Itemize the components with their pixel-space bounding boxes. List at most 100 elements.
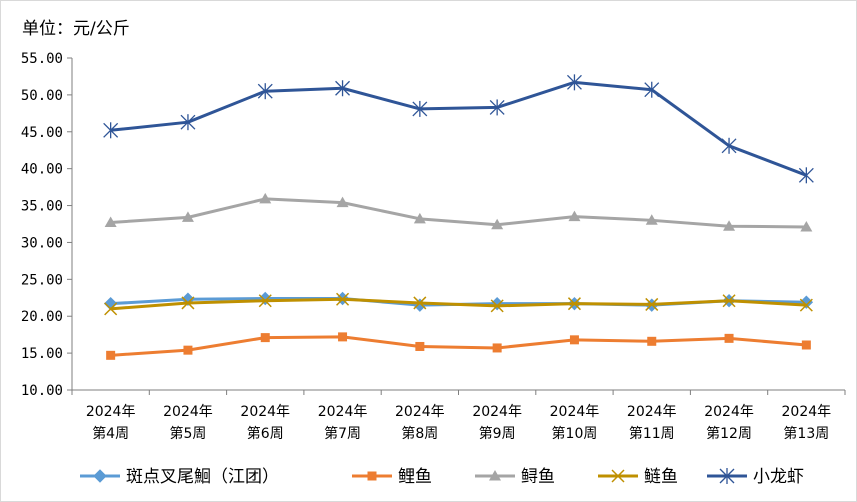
data-point [183,345,193,355]
data-point [490,299,504,313]
x-tick-label: 第10周 [552,425,598,442]
y-tick-label: 50.00 [21,88,63,104]
data-point [611,469,625,483]
legend-item: 小龙虾 [707,467,804,487]
y-tick-label: 40.00 [21,162,63,178]
data-point [260,333,270,343]
data-point-stroke [799,298,813,312]
x-tick-label: 第6周 [247,425,284,442]
data-point [724,333,734,343]
data-point-stroke [611,469,625,483]
data-point [338,332,348,342]
legend-item: 鲢鱼 [598,467,678,487]
x-tick-label: 第4周 [92,425,129,442]
y-tick-label: 45.00 [21,125,63,141]
y-tick-label: 20.00 [21,309,63,325]
data-point [336,292,350,306]
legend-label: 鲟鱼 [521,467,555,487]
series-triangle [104,192,813,232]
series-line [110,297,807,311]
series-star [103,74,814,184]
data-point [798,167,814,184]
data-point-stroke [336,292,350,306]
data-point [413,298,427,312]
x-tick-label: 第7周 [324,425,361,442]
data-point-stroke [181,296,195,310]
data-point [645,214,658,225]
data-point [257,83,273,100]
y-tick-label: 25.00 [21,272,63,288]
legend-label: 斑点叉尾鮰（江团） [126,467,279,487]
data-point-stroke [104,302,118,316]
x-tick-label: 第12周 [706,425,752,442]
legend-label: 鲢鱼 [644,467,678,487]
x-tick-label: 2024年 [704,404,754,420]
data-point [93,469,107,483]
y-tick-label: 15.00 [21,346,63,362]
x-tick-label: 2024年 [395,404,445,420]
data-point-stroke [413,296,427,310]
data-point [799,298,813,312]
data-point [258,291,272,306]
x-tick-label: 2024年 [163,404,213,420]
data-point [336,196,349,208]
series-x [104,292,813,316]
data-point [644,81,660,98]
series-square [106,332,811,360]
series-line [110,335,807,357]
data-point [412,100,428,117]
legend-item: 鲤鱼 [352,467,432,487]
y-tick-label: 30.00 [21,235,63,251]
legend-label: 鲤鱼 [398,467,432,487]
data-point [367,471,377,481]
data-point [413,212,426,224]
y-tick-label: 55.00 [21,51,63,67]
data-point [415,341,425,351]
x-tick-label: 2024年 [550,404,600,420]
data-point [722,294,736,308]
data-point [489,99,505,116]
y-tick-label: 35.00 [21,199,63,215]
x-tick-label: 2024年 [782,404,832,420]
x-tick-label: 第5周 [169,425,206,442]
data-point [258,294,272,308]
data-point [723,220,736,231]
data-point [104,216,117,228]
series-layer [103,74,814,360]
data-point [645,297,659,311]
x-tick-label: 第9周 [479,425,516,442]
data-point [567,297,581,311]
data-point [103,122,119,139]
legend: 斑点叉尾鮰（江团） 鲤鱼 鲟鱼 鲢鱼 小龙虾 [80,467,804,487]
series-line [110,197,807,229]
legend-item: 斑点叉尾鮰（江团） [80,467,279,487]
data-point [721,137,737,154]
series-line [110,80,807,177]
data-point-stroke [722,294,736,308]
x-tick-label: 第11周 [629,425,675,442]
x-tick-label: 2024年 [240,404,290,420]
data-point [335,80,351,97]
data-point [801,340,811,350]
data-point [647,336,657,346]
x-tick-label: 2024年 [472,404,522,420]
data-point [106,350,116,360]
data-point [568,210,581,222]
data-point-stroke [645,297,659,311]
data-point [181,211,194,222]
data-point [569,335,579,345]
y-axis-ticks: 10.00 15.00 20.00 25.00 30.00 35.00 40.00 45.00… [21,51,72,399]
data-point [489,470,501,481]
data-point [719,468,735,484]
data-point [566,74,582,91]
x-tick-label: 2024年 [86,404,136,420]
x-tick-label: 2024年 [627,404,677,420]
data-point [181,296,195,310]
data-point [800,220,813,232]
data-point-stroke [258,294,272,308]
x-tick-label: 第13周 [783,425,829,442]
data-point [104,302,118,316]
data-point [259,192,272,204]
data-point [492,343,502,353]
